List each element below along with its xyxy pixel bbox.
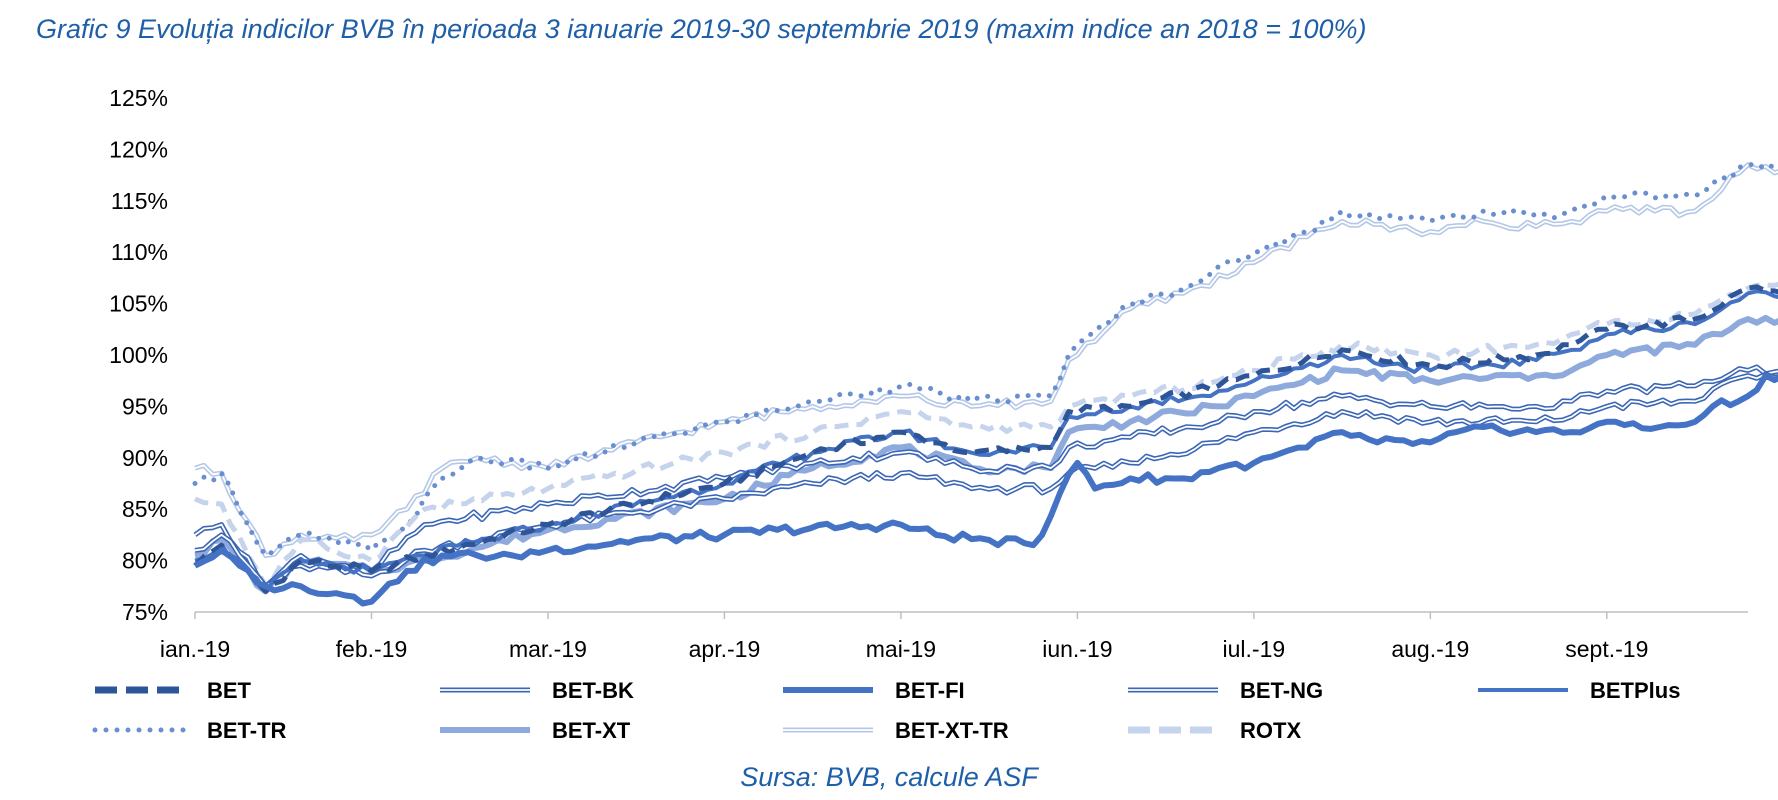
y-tick-label: 85% bbox=[122, 496, 168, 522]
y-tick-label: 90% bbox=[122, 445, 168, 471]
legend-label: BET bbox=[207, 678, 252, 703]
y-tick-label: 75% bbox=[122, 599, 168, 625]
x-tick-label: iul.-19 bbox=[1223, 636, 1286, 662]
series-line-betplus bbox=[194, 289, 1778, 594]
series-line-bet-fi bbox=[193, 372, 1778, 607]
y-tick-label: 120% bbox=[109, 136, 168, 162]
legend-item-bet: BET bbox=[95, 678, 252, 703]
y-tick-label: 100% bbox=[109, 342, 168, 368]
legend-label: BET-BK bbox=[552, 678, 634, 703]
x-tick-label: mar.-19 bbox=[509, 636, 587, 662]
x-tick-label: ian.-19 bbox=[160, 636, 230, 662]
x-tick-label: aug.-19 bbox=[1391, 636, 1469, 662]
legend-item-bet-fi: BET-FI bbox=[783, 678, 965, 703]
y-tick-label: 110% bbox=[111, 239, 168, 265]
series-line-bet-ng bbox=[193, 364, 1778, 589]
y-tick-label: 125% bbox=[109, 85, 168, 111]
y-tick-label: 95% bbox=[122, 393, 168, 419]
legend-label: BET-XT bbox=[552, 718, 631, 743]
x-tick-label: apr.-19 bbox=[689, 636, 761, 662]
legend-label: BET-FI bbox=[895, 678, 965, 703]
y-tick-label: 105% bbox=[109, 291, 168, 317]
legend-label: BET-TR bbox=[207, 718, 287, 743]
legend-item-rotx: ROTX bbox=[1128, 718, 1301, 743]
series-line-bet-xt-tr bbox=[194, 162, 1778, 558]
legend-item-bet-tr: BET-TR bbox=[92, 718, 287, 743]
chart-title: Grafic 9 Evoluția indicilor BVB în perio… bbox=[36, 14, 1367, 44]
x-tick-label: sept.-19 bbox=[1565, 636, 1648, 662]
x-tick-label: mai-19 bbox=[866, 636, 936, 662]
legend-label: BET-XT-TR bbox=[895, 718, 1009, 743]
x-tick-label: feb.-19 bbox=[336, 636, 408, 662]
chart-source: Sursa: BVB, calcule ASF bbox=[740, 762, 1038, 792]
legend-item-bet-xt: BET-XT bbox=[440, 718, 631, 743]
legend-item-bet-bk: BET-BK bbox=[440, 678, 634, 703]
series-line-bet bbox=[193, 284, 1778, 594]
y-tick-label: 115% bbox=[111, 188, 168, 214]
legend-label: BET-NG bbox=[1240, 678, 1323, 703]
legend-label: ROTX bbox=[1240, 718, 1301, 743]
series-line-rotx bbox=[194, 281, 1778, 589]
series-line-bet-tr bbox=[192, 161, 1778, 558]
x-tick-label: iun.-19 bbox=[1042, 636, 1112, 662]
legend-item-betplus: BETPlus bbox=[1478, 678, 1680, 703]
y-tick-label: 80% bbox=[122, 548, 168, 574]
legend-item-bet-ng: BET-NG bbox=[1128, 678, 1323, 703]
legend-label: BETPlus bbox=[1590, 678, 1680, 703]
legend-item-bet-xt-tr: BET-XT-TR bbox=[783, 718, 1009, 743]
